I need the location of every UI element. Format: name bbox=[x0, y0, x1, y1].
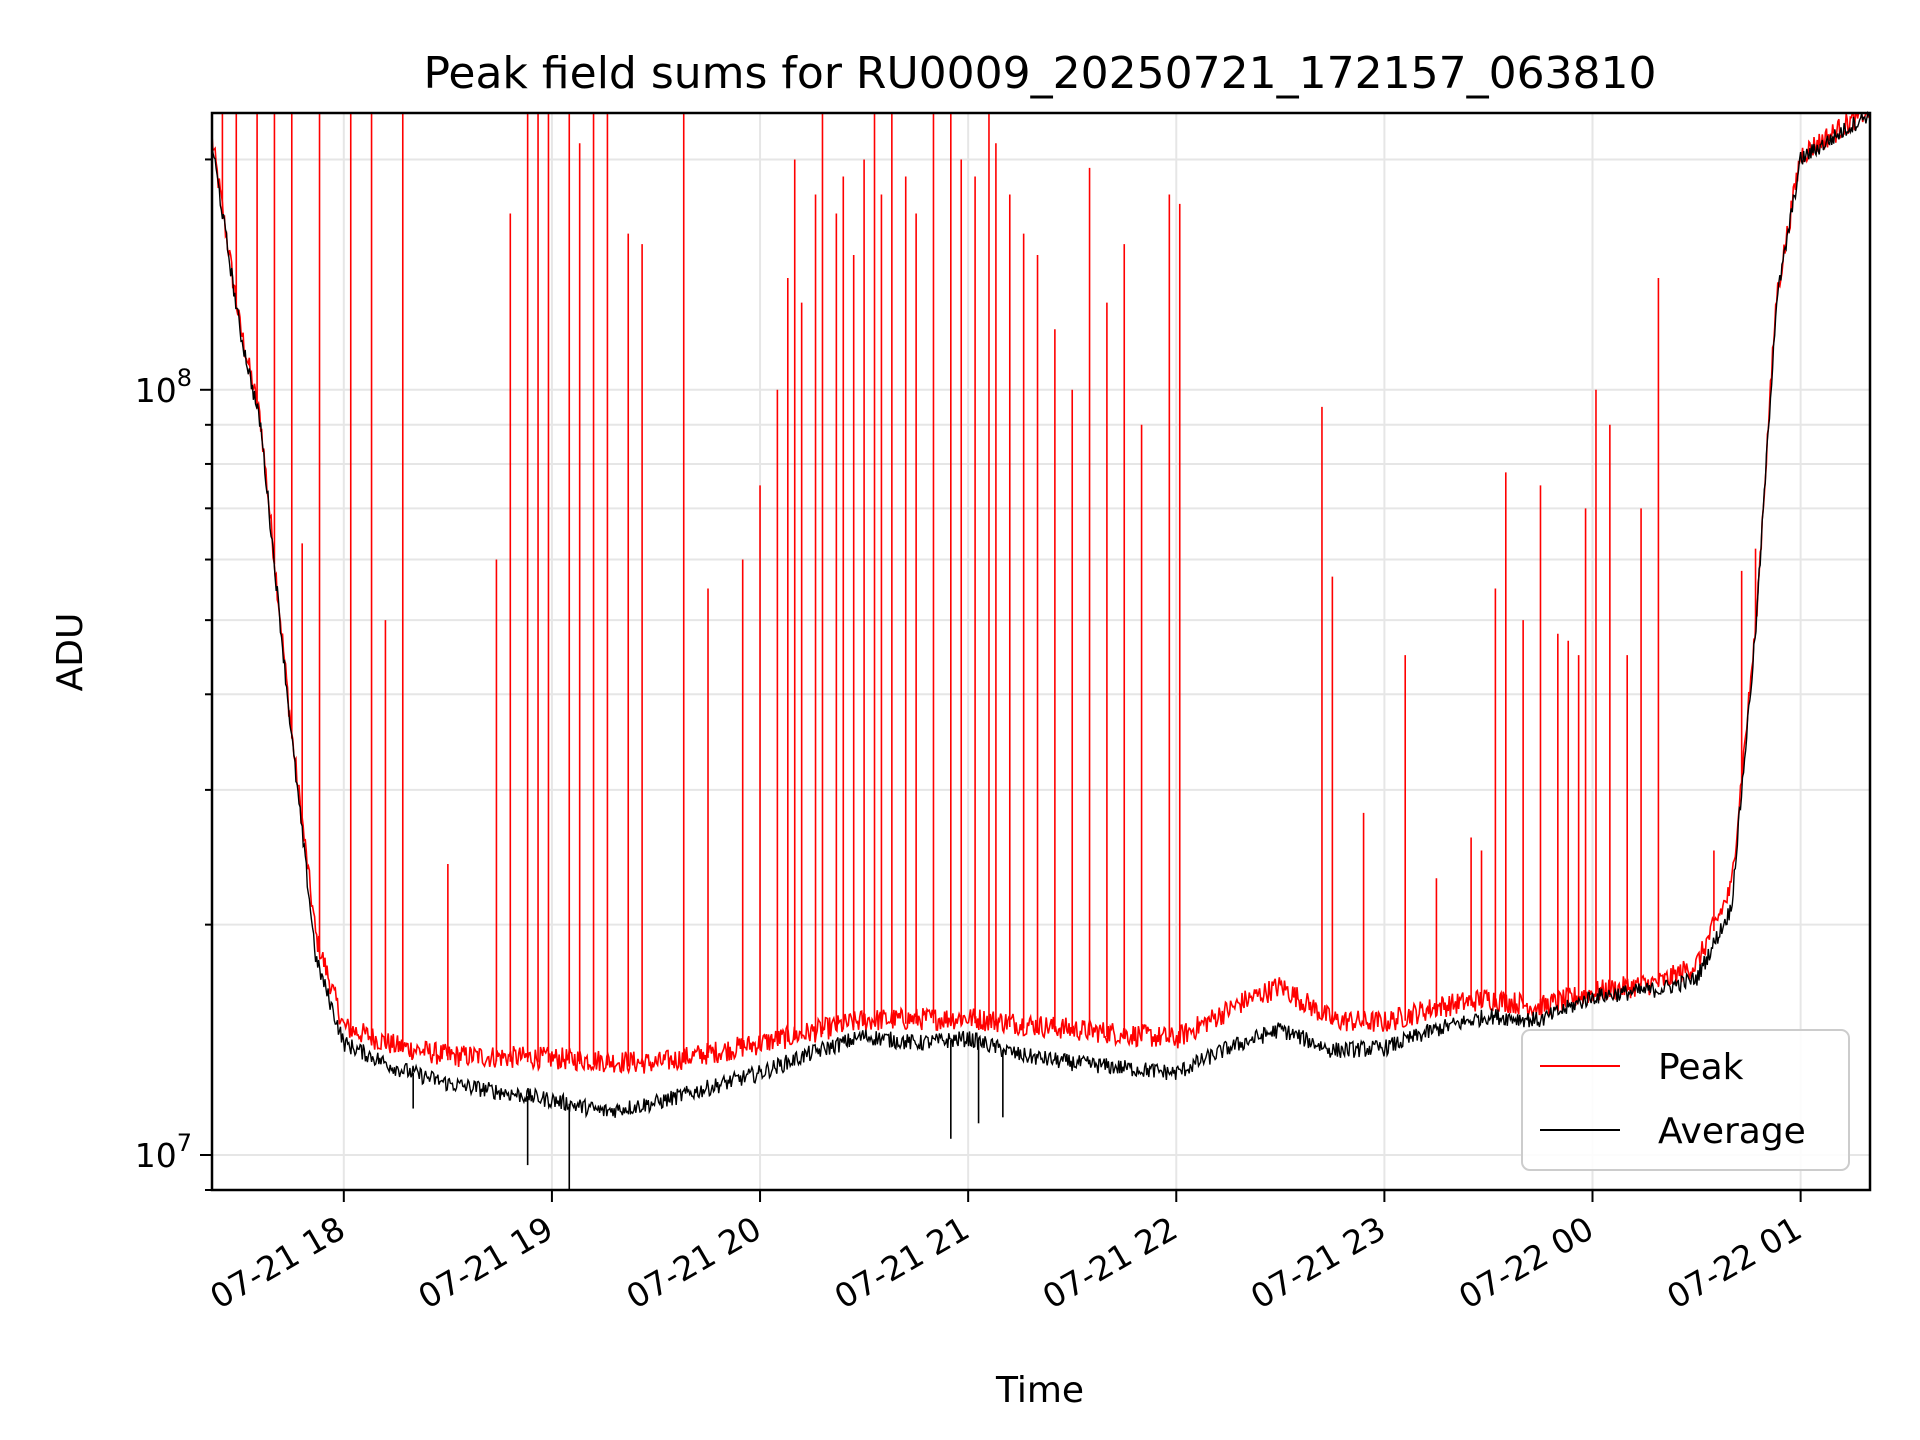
y-axis: 107 108 bbox=[135, 158, 212, 1191]
x-axis-label: Time bbox=[995, 1370, 1084, 1411]
peak-series bbox=[211, 111, 1870, 1075]
legend-average-label: Average bbox=[1658, 1111, 1806, 1152]
plot-frame bbox=[210, 111, 1872, 1192]
legend: Peak Average bbox=[1521, 1029, 1850, 1171]
y-axis-label: ADU bbox=[50, 613, 91, 692]
chart-title: Peak field sums for RU0009_20250721_1721… bbox=[423, 48, 1656, 99]
average-series bbox=[211, 110, 1871, 1190]
legend-peak-label: Peak bbox=[1658, 1047, 1744, 1088]
y-tick-label: 107 bbox=[135, 1129, 192, 1175]
average-line bbox=[211, 110, 1871, 1119]
y-tick-label: 108 bbox=[135, 364, 192, 410]
